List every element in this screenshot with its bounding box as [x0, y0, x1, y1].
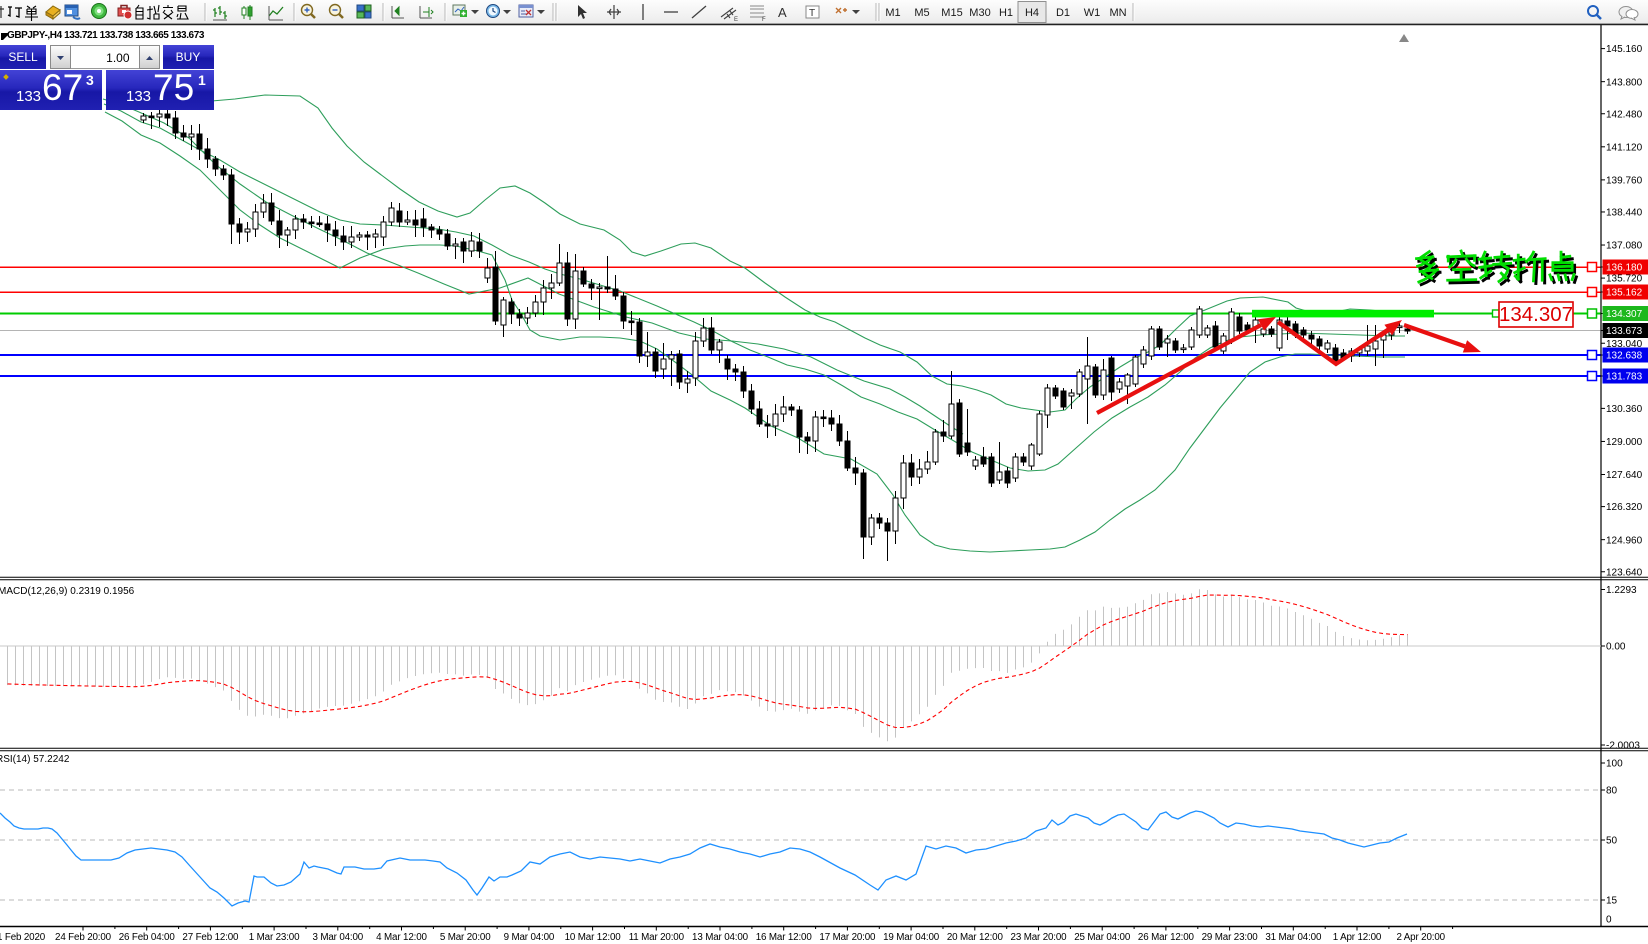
svg-text:133.040: 133.040 [1606, 339, 1643, 350]
svg-text:10 Mar 12:00: 10 Mar 12:00 [565, 932, 622, 943]
svg-text:A: A [778, 5, 787, 20]
svg-text:17 Mar 20:00: 17 Mar 20:00 [819, 932, 876, 943]
svg-text:80: 80 [1606, 786, 1618, 797]
svg-text:16 Mar 12:00: 16 Mar 12:00 [756, 932, 813, 943]
svg-text:139.760: 139.760 [1606, 175, 1643, 186]
svg-text:134.307: 134.307 [1606, 309, 1643, 320]
svg-text:50: 50 [1606, 836, 1618, 847]
svg-text:127.640: 127.640 [1606, 470, 1643, 481]
svg-text:141.120: 141.120 [1606, 142, 1643, 153]
svg-text:MN: MN [1109, 7, 1126, 19]
svg-text:M30: M30 [969, 7, 990, 19]
svg-text:-2.0003: -2.0003 [1606, 741, 1640, 752]
svg-text:142.480: 142.480 [1606, 109, 1643, 120]
svg-text:126.320: 126.320 [1606, 502, 1643, 513]
svg-text:129.000: 129.000 [1606, 437, 1643, 448]
svg-text:GBPJPY-,H4 133.721 133.738 13: GBPJPY-,H4 133.721 133.738 133.665 133.6… [7, 30, 205, 41]
svg-text:26 Feb 04:00: 26 Feb 04:00 [119, 932, 176, 943]
svg-text:H1: H1 [999, 7, 1013, 19]
svg-text:13 Mar 04:00: 13 Mar 04:00 [692, 932, 749, 943]
svg-text:143.800: 143.800 [1606, 77, 1643, 88]
svg-text:145.160: 145.160 [1606, 44, 1643, 55]
svg-text:9 Mar 04:00: 9 Mar 04:00 [504, 932, 555, 943]
svg-text:5 Mar 20:00: 5 Mar 20:00 [440, 932, 491, 943]
svg-text:2 Apr 20:00: 2 Apr 20:00 [1396, 932, 1445, 943]
svg-text:135.720: 135.720 [1606, 274, 1643, 285]
svg-text:RSI(14) 57.2242: RSI(14) 57.2242 [0, 754, 70, 765]
svg-text:1.2293: 1.2293 [1606, 585, 1637, 596]
svg-text:123.640: 123.640 [1606, 567, 1643, 578]
svg-text:1 Feb 2020: 1 Feb 2020 [0, 932, 46, 943]
svg-text:E: E [734, 17, 738, 23]
svg-text:H4: H4 [1025, 7, 1039, 19]
svg-text:11 Mar 20:00: 11 Mar 20:00 [629, 932, 685, 943]
svg-text:M15: M15 [941, 7, 962, 19]
svg-text:137.080: 137.080 [1606, 241, 1643, 252]
svg-text:19 Mar 04:00: 19 Mar 04:00 [883, 932, 940, 943]
svg-text:M1: M1 [885, 7, 900, 19]
svg-text:29 Mar 23:00: 29 Mar 23:00 [1202, 932, 1259, 943]
svg-text:24 Feb 20:00: 24 Feb 20:00 [55, 932, 112, 943]
svg-text:136.180: 136.180 [1606, 263, 1643, 274]
svg-text:F: F [762, 17, 766, 23]
svg-text:27 Feb 12:00: 27 Feb 12:00 [182, 932, 239, 943]
svg-text:4 Mar 12:00: 4 Mar 12:00 [376, 932, 427, 943]
svg-text:130.360: 130.360 [1606, 404, 1643, 415]
svg-text:133.673: 133.673 [1606, 326, 1643, 337]
svg-text:T: T [809, 8, 815, 19]
svg-text:132.638: 132.638 [1606, 351, 1643, 362]
svg-text:124.960: 124.960 [1606, 535, 1643, 546]
svg-text:15: 15 [1606, 896, 1618, 907]
svg-text:25 Mar 04:00: 25 Mar 04:00 [1074, 932, 1131, 943]
svg-text:0.00: 0.00 [1606, 642, 1626, 653]
svg-text:0: 0 [1606, 915, 1612, 926]
svg-text:26 Mar 12:00: 26 Mar 12:00 [1138, 932, 1195, 943]
svg-text:D1: D1 [1056, 7, 1070, 19]
svg-text:135.162: 135.162 [1606, 288, 1643, 299]
svg-text:134.307: 134.307 [1499, 303, 1573, 326]
svg-text:W1: W1 [1084, 7, 1101, 19]
svg-text:20 Mar 12:00: 20 Mar 12:00 [947, 932, 1004, 943]
svg-text:138.440: 138.440 [1606, 208, 1643, 219]
svg-text:MACD(12,26,9) 0.2319 0.1956: MACD(12,26,9) 0.2319 0.1956 [0, 586, 135, 597]
svg-text:1 Apr 12:00: 1 Apr 12:00 [1333, 932, 1382, 943]
svg-text:100: 100 [1606, 759, 1623, 770]
svg-text:23 Mar 20:00: 23 Mar 20:00 [1011, 932, 1068, 943]
svg-text:M5: M5 [914, 7, 929, 19]
svg-text:131.783: 131.783 [1606, 372, 1643, 383]
svg-text:1 Mar 23:00: 1 Mar 23:00 [249, 932, 300, 943]
svg-text:3 Mar 04:00: 3 Mar 04:00 [312, 932, 363, 943]
svg-text:31 Mar 04:00: 31 Mar 04:00 [1265, 932, 1322, 943]
